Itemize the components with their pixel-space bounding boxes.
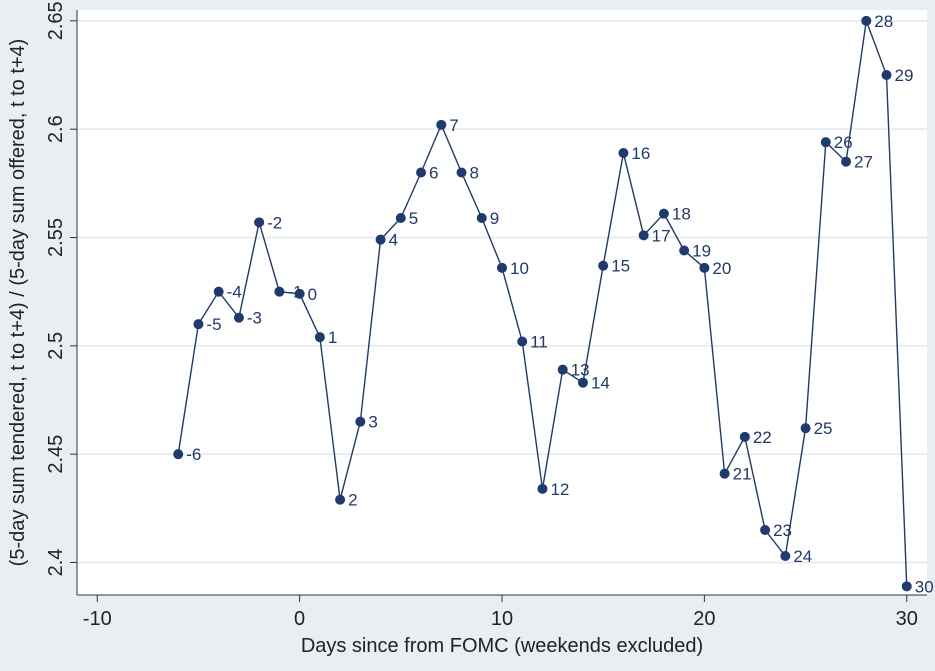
axes: 2.42.452.52.552.62.65-10 0 10 20 30	[45, 1, 927, 630]
x-tick-label: 30	[896, 608, 918, 630]
point-label: 27	[854, 153, 873, 172]
point-label: 22	[753, 428, 772, 447]
point-label: 24	[793, 547, 812, 566]
point-label: -3	[247, 309, 262, 328]
point-label: 21	[733, 465, 752, 484]
series	[173, 15, 912, 592]
data-point	[598, 260, 609, 271]
data-point	[719, 468, 730, 479]
data-point	[395, 213, 406, 223]
x-axis-title: Days since from FOMC (weekends excluded)	[301, 635, 703, 657]
x-tick-label: 20	[693, 608, 715, 630]
data-point	[456, 167, 467, 178]
point-label: 12	[550, 480, 569, 499]
data-point	[841, 156, 852, 167]
data-point	[436, 119, 447, 130]
data-point	[901, 581, 912, 592]
data-point	[618, 148, 629, 158]
data-point	[881, 70, 892, 80]
data-point	[497, 262, 507, 273]
point-label: 29	[895, 66, 914, 85]
point-label: 15	[611, 257, 630, 276]
data-point	[355, 416, 366, 427]
x-tick-label: 0	[294, 608, 305, 630]
point-labels: -6-5-4-3-2-1 0123456789101112131415161718…	[186, 12, 934, 596]
plot-area	[77, 10, 927, 595]
point-label: 11	[530, 333, 548, 352]
data-point	[335, 494, 346, 505]
point-label: 4	[389, 231, 398, 250]
point-label: 2	[348, 491, 357, 510]
y-tick-label: 2.55	[45, 218, 67, 257]
point-label: 10	[510, 259, 529, 278]
data-point	[679, 245, 690, 256]
data-point	[274, 286, 285, 297]
data-point	[861, 15, 872, 26]
y-tick-label: 2.65	[45, 1, 67, 40]
x-tick-label: -10	[83, 608, 112, 630]
point-label: 7	[449, 116, 458, 135]
point-label: 20	[712, 259, 731, 278]
data-point	[638, 230, 649, 241]
data-point	[314, 332, 325, 343]
point-label: -6	[186, 445, 201, 464]
data-point	[557, 364, 568, 375]
point-label: 3	[368, 413, 377, 432]
y-tick-label: 2.4	[45, 549, 67, 577]
point-label: 28	[874, 12, 893, 31]
point-label: -5	[206, 315, 221, 334]
point-label: 19	[692, 242, 711, 261]
data-point	[173, 449, 184, 460]
point-label: -2	[267, 213, 282, 232]
data-point	[699, 262, 710, 273]
y-tick-label: 2.45	[45, 435, 67, 474]
data-point	[476, 213, 487, 223]
point-label: 0	[308, 285, 317, 304]
data-point	[800, 423, 811, 434]
data-point	[517, 336, 528, 347]
data-point	[658, 208, 669, 219]
point-label: -4	[227, 283, 242, 302]
y-tick-label: 2.6	[45, 115, 67, 143]
point-label: 17	[652, 226, 671, 245]
point-label: 26	[834, 133, 853, 152]
point-label: -1	[287, 283, 302, 302]
point-label: 18	[672, 205, 691, 224]
y-tick-label: 2.5	[45, 332, 67, 360]
point-label: 1	[328, 328, 337, 347]
point-label: 16	[631, 144, 650, 163]
data-point	[820, 137, 831, 148]
data-point	[416, 167, 427, 178]
data-point	[254, 217, 265, 228]
data-point	[213, 286, 224, 297]
data-point	[760, 525, 771, 535]
data-point	[739, 431, 750, 442]
data-point	[193, 319, 204, 330]
point-label: 5	[409, 209, 418, 228]
data-point	[537, 483, 548, 494]
point-label: 14	[591, 374, 610, 393]
point-label: 9	[490, 209, 499, 228]
x-tick-label: 10	[491, 608, 513, 630]
data-point	[577, 377, 588, 388]
gridlines	[77, 20, 927, 564]
point-label: 23	[773, 521, 792, 540]
point-label: 13	[571, 361, 590, 380]
y-axis-title: (5-day sum tendered, t to t+4) / (5-day …	[7, 39, 29, 567]
point-label: 30	[915, 577, 934, 596]
point-label: 8	[470, 164, 479, 183]
data-point	[294, 288, 305, 299]
data-point	[375, 234, 386, 245]
data-point	[780, 551, 791, 561]
data-point	[233, 312, 244, 323]
point-label: 25	[814, 419, 833, 438]
point-label: 6	[429, 164, 438, 183]
